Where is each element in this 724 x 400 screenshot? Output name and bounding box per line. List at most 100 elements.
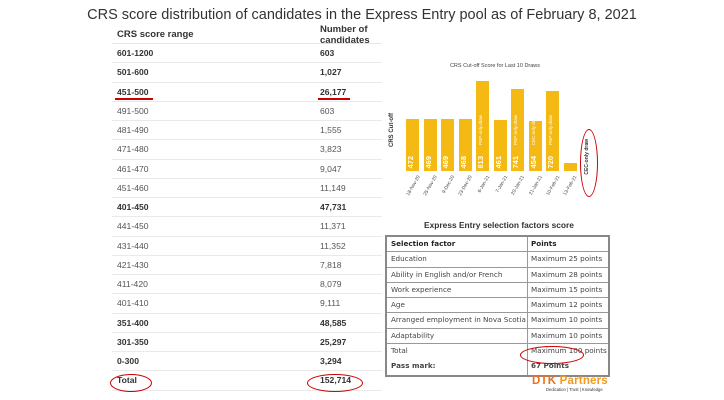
x-tick-label: 6-Jan-21 xyxy=(476,173,492,207)
header-crs-range: CRS score range xyxy=(117,29,194,40)
bar-value-label: 454 xyxy=(528,156,538,169)
x-tick-label: 18-Nov-20 xyxy=(405,173,422,207)
candidate-count-cell: 8,079 xyxy=(320,279,342,290)
bar-value-label: 472 xyxy=(406,156,415,169)
header-candidates: Number of candidates xyxy=(320,23,370,46)
chart-bar: 454 CEC-only draw xyxy=(528,115,542,171)
x-tick-label: 10-Feb-21 xyxy=(546,173,561,207)
selection-body: Education Maximum 25 points Ability in Eng… xyxy=(387,252,608,360)
points-cell: Maximum 10 points xyxy=(531,330,603,340)
crs-range-cell: 0-300 xyxy=(117,356,139,367)
points-cell: Maximum 12 points xyxy=(531,300,603,310)
crs-range-cell: 351-400 xyxy=(117,317,149,328)
x-tick-label: 21-Jan-21 xyxy=(529,173,544,207)
cutoff-chart: CRS Cut-off Score for Last 10 Draws CRS … xyxy=(386,47,604,211)
table-row: Work experience Maximum 15 points xyxy=(387,282,608,299)
x-tick-text: 13-Feb-21 xyxy=(563,175,579,197)
chart-bar: 469 xyxy=(423,119,437,171)
candidate-count-cell: 26,177 xyxy=(320,87,382,97)
bar-draw-note: PNP-only draw xyxy=(478,114,483,145)
logo-wordmark: DTK Partners xyxy=(532,375,628,387)
table-row: Age Maximum 12 points xyxy=(387,298,608,314)
crs-range-cell: 421-430 xyxy=(117,259,149,270)
selection-factors-title: Express Entry selection factors score xyxy=(424,220,574,230)
logo-tagline: Dedication | Trust | Knowledge xyxy=(546,387,603,392)
selection-factor-cell: Education xyxy=(387,252,528,267)
table-row: 301-350 25,297 xyxy=(112,333,382,352)
x-tick-label: 20-Jan-21 xyxy=(511,173,526,207)
table-row: 431-440 11,352 xyxy=(112,237,382,256)
chart-bar: 461 xyxy=(493,120,507,171)
candidate-count-cell: 1,555 xyxy=(320,125,342,136)
candidate-count-cell: 603 xyxy=(320,105,335,116)
chart-bar: 472 xyxy=(406,118,419,171)
table-row: 601-1200 603 xyxy=(112,44,382,64)
cec-draw-circle xyxy=(580,129,598,197)
crs-distribution-table: CRS score range Number of candidates 601… xyxy=(112,23,382,391)
table-row: Education Maximum 25 points xyxy=(387,252,608,268)
candidate-count-cell: 7,818 xyxy=(320,259,342,270)
total-label-circle xyxy=(110,374,152,392)
selection-factor-cell: Total xyxy=(387,344,528,360)
logo-name-a: DTK xyxy=(532,375,557,387)
chart-bar: 720 PNP-only draw xyxy=(546,91,559,171)
x-tick-label: 9-Dec-20 xyxy=(441,173,457,207)
points-cell: Maximum 10 points xyxy=(531,315,603,325)
candidate-count-cell: 47,731 xyxy=(320,202,347,213)
table-row: 491-500 603 xyxy=(112,102,382,121)
table-row: 481-490 1,555 xyxy=(112,121,382,141)
table-row: 451-460 11,149 xyxy=(112,179,382,198)
crs-range-cell: 461-470 xyxy=(117,163,149,174)
x-tick-text: 6-Jan-21 xyxy=(477,175,492,194)
candidate-count-cell: 9,111 xyxy=(320,298,341,309)
bar-value-label: 813 xyxy=(476,156,485,169)
crs-range-cell: 471-480 xyxy=(117,144,149,155)
total-count-circle xyxy=(307,374,363,392)
points-cell: Maximum 25 points xyxy=(531,254,603,264)
chart-bar xyxy=(563,162,577,171)
selection-factor-cell: Work experience xyxy=(387,282,528,298)
pass-mark-text: 67 Points xyxy=(531,361,570,371)
candidate-count-cell: 9,047 xyxy=(320,163,342,174)
bar-value-label: 468 xyxy=(458,156,468,169)
bar-value-label: 461 xyxy=(493,156,503,169)
logo-name-b: Partners xyxy=(556,375,608,387)
pass-mark-row: Pass mark: 67 Points xyxy=(387,359,608,375)
bar-draw-note: PNP-only draw xyxy=(513,114,518,145)
x-tick-text: 18-Nov-20 xyxy=(405,175,422,197)
chart-bar: 468 xyxy=(458,119,472,171)
crs-range-cell: 451-500 xyxy=(112,87,320,97)
crs-table-header: CRS score range Number of candidates xyxy=(112,23,382,46)
bar-draw-note: PNP-only draw xyxy=(548,114,553,145)
crs-range-cell: 491-500 xyxy=(117,105,149,116)
x-tick-label: 23-Dec-20 xyxy=(458,173,474,207)
selection-factor-cell: Adaptability xyxy=(387,328,528,344)
table-row: 421-430 7,818 xyxy=(112,256,382,275)
table-row: 401-410 9,111 xyxy=(112,294,382,314)
bar-value-label: 720 xyxy=(546,156,555,169)
x-tick-label: 25-Nov-20 xyxy=(423,173,439,207)
header-points: Points xyxy=(531,239,557,248)
candidate-count-cell: 1,027 xyxy=(320,67,342,78)
table-row: 501-600 1,027 xyxy=(112,63,382,83)
crs-range-cell: 451-460 xyxy=(117,182,149,193)
bar-value-label: 469 xyxy=(441,156,450,169)
pass-mark-value: 67 Points xyxy=(528,359,608,374)
crs-range-cell: 601-1200 xyxy=(117,48,154,59)
crs-range-cell: 301-350 xyxy=(117,336,149,347)
candidate-count-cell: 25,297 xyxy=(320,336,347,347)
header-selection-factor: Selection factor xyxy=(387,237,528,252)
table-row: 0-300 3,294 xyxy=(112,352,382,372)
x-tick-label: 13-Feb-21 xyxy=(563,173,579,207)
page-title: CRS score distribution of candidates in … xyxy=(87,7,637,23)
table-row: Adaptability Maximum 10 points xyxy=(387,328,608,345)
crs-range-cell: 501-600 xyxy=(117,67,149,78)
chart-bar: 813 PNP-only draw xyxy=(476,81,489,171)
table-row: 411-420 8,079 xyxy=(112,275,382,295)
candidate-count-cell: 3,294 xyxy=(320,356,342,367)
candidate-count-cell: 603 xyxy=(320,48,335,59)
bar-value-label: 469 xyxy=(423,156,433,169)
dtk-partners-logo: DTK Partners Dedication | Trust | Knowle… xyxy=(532,375,628,397)
x-tick-text: 9-Dec-20 xyxy=(442,175,457,195)
candidate-count-cell: 11,352 xyxy=(320,240,346,251)
